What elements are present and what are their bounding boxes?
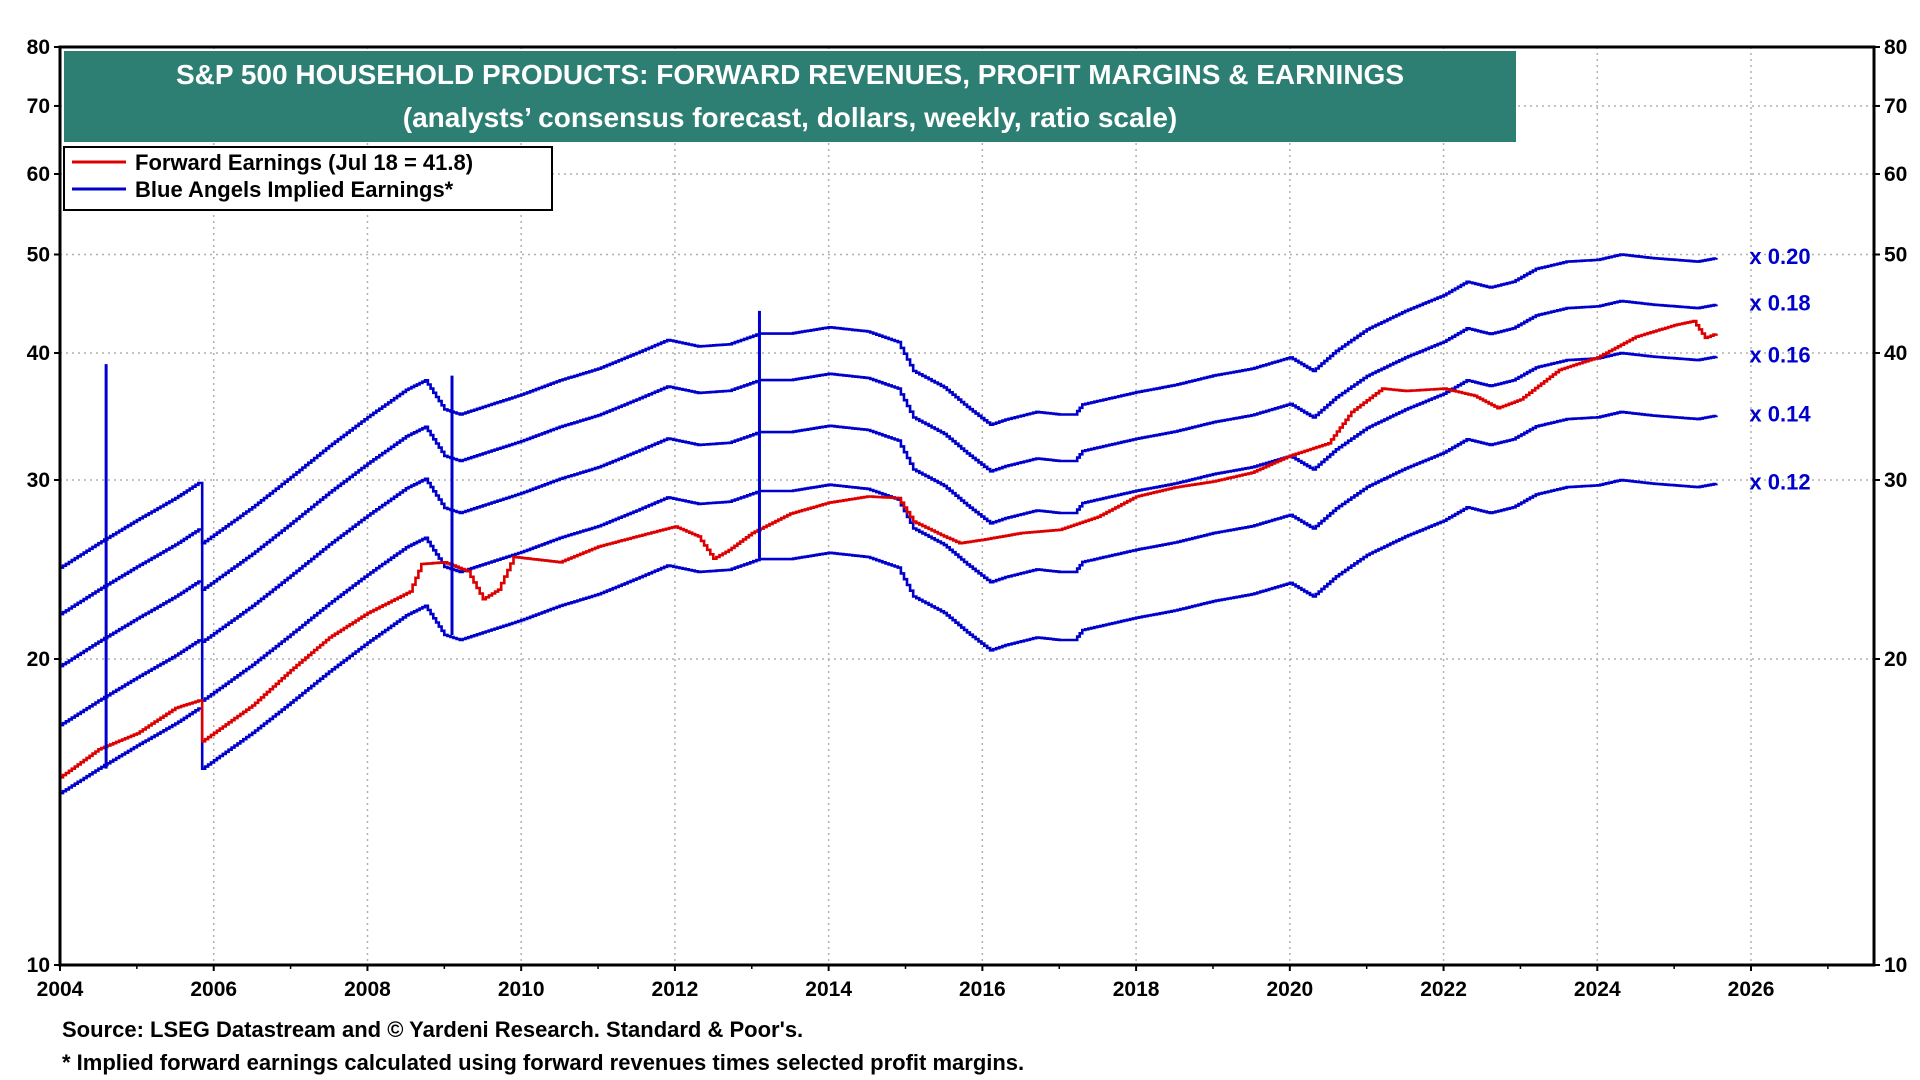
forward-earnings-line bbox=[60, 319, 1718, 779]
y-tick-label-left: 80 bbox=[27, 36, 50, 59]
y-tick-label-right: 50 bbox=[1884, 243, 1907, 266]
x-tick-label: 2014 bbox=[805, 978, 852, 1001]
y-tick-label-right: 10 bbox=[1884, 954, 1907, 977]
multiplier-label: x 0.14 bbox=[1749, 401, 1811, 426]
y-tick-label-left: 20 bbox=[27, 648, 50, 671]
y-tick-label-left: 30 bbox=[27, 469, 50, 492]
x-tick-label: 2020 bbox=[1266, 978, 1313, 1001]
source-note: Source: LSEG Datastream and © Yardeni Re… bbox=[62, 1017, 804, 1042]
y-tick-label-right: 80 bbox=[1884, 36, 1907, 59]
footnote: * Implied forward earnings calculated us… bbox=[62, 1050, 1025, 1075]
multiplier-label: x 0.16 bbox=[1749, 343, 1810, 368]
y-tick-label-right: 70 bbox=[1884, 95, 1907, 118]
x-tick-label: 2022 bbox=[1420, 978, 1467, 1001]
y-tick-label-left: 60 bbox=[27, 163, 50, 186]
y-tick-label-right: 30 bbox=[1884, 469, 1907, 492]
legend: Forward Earnings (Jul 18 = 41.8) Blue An… bbox=[63, 146, 553, 211]
series-lines bbox=[60, 253, 1718, 795]
x-tick-label: 2004 bbox=[37, 978, 84, 1001]
x-tick-label: 2006 bbox=[190, 978, 237, 1001]
chart-title: S&P 500 HOUSEHOLD PRODUCTS: FORWARD REVE… bbox=[176, 59, 1404, 90]
x-tick-label: 2010 bbox=[498, 978, 545, 1001]
y-tick-label-left: 10 bbox=[27, 954, 50, 977]
legend-label-forward-earnings: Forward Earnings (Jul 18 = 41.8) bbox=[135, 150, 473, 175]
x-tick-label: 2016 bbox=[959, 978, 1006, 1001]
plot-frame bbox=[58, 45, 1876, 967]
multiplier-label: x 0.18 bbox=[1749, 291, 1810, 316]
legend-label-implied-earnings: Blue Angels Implied Earnings* bbox=[135, 177, 454, 202]
title-background bbox=[64, 51, 1516, 142]
implied-earnings-line-02 bbox=[60, 253, 1718, 569]
implied-earnings-line-012 bbox=[60, 478, 1718, 795]
implied-earnings-line-016 bbox=[60, 351, 1718, 668]
y-tick-label-right: 60 bbox=[1884, 163, 1907, 186]
y-tick-label-left: 70 bbox=[27, 95, 50, 118]
multiplier-labels: x 0.20 x 0.18 x 0.16 x 0.14 x 0.12 bbox=[1749, 244, 1811, 495]
multiplier-label: x 0.20 bbox=[1749, 244, 1810, 269]
implied-earnings-line-018 bbox=[60, 299, 1718, 616]
y-tick-label-left: 40 bbox=[27, 342, 50, 365]
y-tick-label-right: 20 bbox=[1884, 648, 1907, 671]
implied-earnings-line-014 bbox=[60, 410, 1718, 727]
x-tick-label: 2008 bbox=[344, 978, 391, 1001]
title-box: S&P 500 HOUSEHOLD PRODUCTS: FORWARD REVE… bbox=[64, 51, 1516, 142]
x-tick-label: 2012 bbox=[652, 978, 699, 1001]
x-tick-label: 2018 bbox=[1113, 978, 1160, 1001]
legend-box bbox=[63, 146, 553, 211]
x-tick-label: 2026 bbox=[1728, 978, 1775, 1001]
y-tick-label-right: 40 bbox=[1884, 342, 1907, 365]
multiplier-label: x 0.12 bbox=[1749, 470, 1810, 495]
y-tick-label-left: 50 bbox=[27, 243, 50, 266]
x-tick-label: 2024 bbox=[1574, 978, 1621, 1001]
chart-subtitle: (analysts’ consensus forecast, dollars, … bbox=[403, 102, 1178, 133]
